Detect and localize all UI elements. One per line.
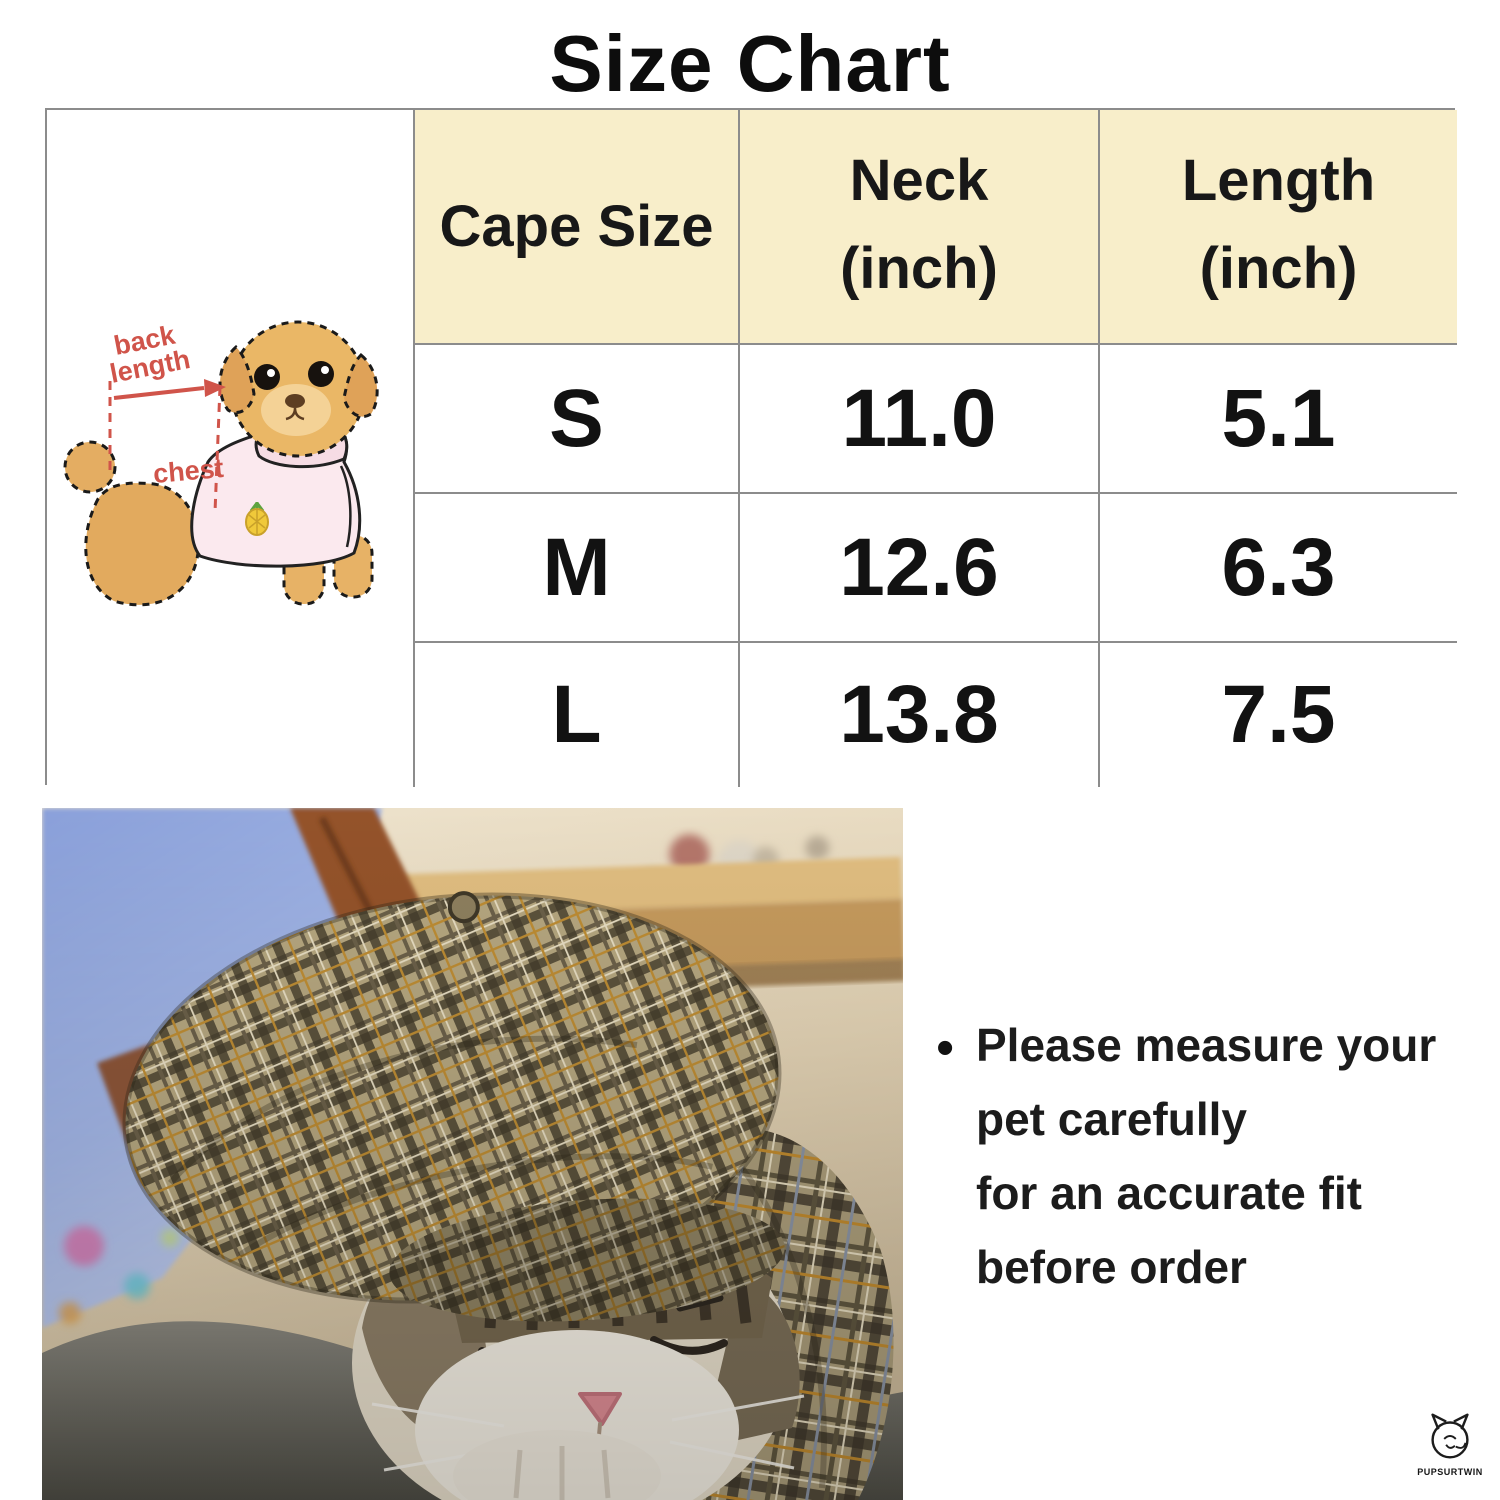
table-row-m-neck: 12.6	[740, 494, 1100, 643]
table-row-l-neck: 13.8	[740, 643, 1100, 787]
header-neck: Neck (inch)	[740, 110, 1100, 345]
measure-note: • Please measure your pet carefully for …	[930, 1008, 1470, 1304]
header-cape-size-label: Cape Size	[439, 194, 714, 259]
cat-photo-illustration	[42, 808, 903, 1500]
table-row-s-neck: 11.0	[740, 345, 1100, 494]
cell-size-l: L	[551, 669, 602, 760]
table-row-s-length: 5.1	[1100, 345, 1457, 494]
arrowhead	[204, 379, 226, 397]
header-length: Length (inch)	[1100, 110, 1457, 345]
table-row-m-length: 6.3	[1100, 494, 1457, 643]
header-neck-unit: (inch)	[840, 236, 998, 302]
cell-size-m: M	[542, 521, 611, 613]
chest-label: chest	[152, 453, 225, 489]
table-row-l-length: 7.5	[1100, 643, 1457, 787]
measurement-lines	[108, 381, 222, 513]
header-cape-size: Cape Size	[415, 110, 740, 345]
photo-vignette	[42, 808, 903, 1500]
pineapple-patch	[245, 502, 269, 536]
header-length-unit: (inch)	[1199, 236, 1358, 302]
bullet-icon: •	[936, 1019, 955, 1077]
page-title: Size Chart	[549, 19, 951, 108]
note-line: pet carefully	[976, 1093, 1247, 1145]
dog-measurement-diagram: back length chest	[63, 320, 379, 607]
measurement-diagram-cell: back length chest	[47, 110, 415, 787]
note-line: Please measure your	[976, 1019, 1437, 1071]
note-line: before order	[976, 1241, 1247, 1293]
header-neck-label: Neck	[849, 147, 989, 213]
table-row-l-size: L	[415, 643, 740, 787]
cell-size-s: S	[549, 372, 604, 464]
cell-length-m: 6.3	[1221, 521, 1336, 613]
note-line: for an accurate fit	[976, 1167, 1362, 1219]
table-row-s-size: S	[415, 345, 740, 494]
cell-length-s: 5.1	[1221, 372, 1336, 464]
header-length-label: Length	[1181, 147, 1376, 213]
brand-logo: PUPSURTWIN	[1400, 1408, 1500, 1477]
cell-length-l: 7.5	[1221, 669, 1336, 760]
brand-name: PUPSURTWIN	[1417, 1467, 1483, 1477]
brand-cat-logo-icon	[1431, 1413, 1469, 1459]
cell-neck-s: 11.0	[841, 372, 997, 464]
table-row-m-size: M	[415, 494, 740, 643]
size-table: back length chest Cape Size Neck (inch) …	[45, 108, 1457, 787]
cell-neck-l: 13.8	[839, 669, 999, 760]
cell-neck-m: 12.6	[839, 521, 999, 613]
cat-photo	[42, 808, 903, 1500]
